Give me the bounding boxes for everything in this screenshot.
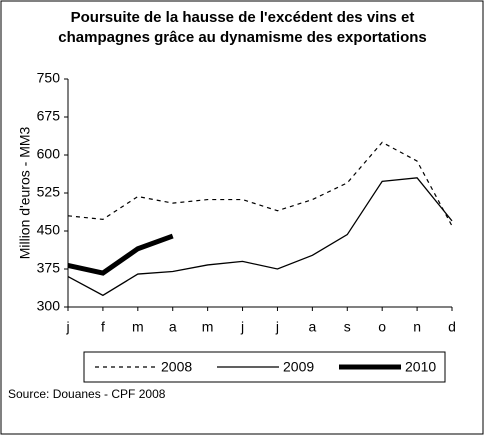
x-tick-label: j xyxy=(275,319,279,335)
x-tick-label: m xyxy=(132,319,144,335)
x-tick-label: d xyxy=(448,319,456,335)
x-tick-label: m xyxy=(202,319,214,335)
y-tick-label: 675 xyxy=(37,108,61,124)
legend-label: 2008 xyxy=(161,359,192,375)
source: Source: Douanes - CPF 2008 xyxy=(8,387,166,401)
chart-title: Poursuite de la hausse de l'excédent des… xyxy=(58,9,427,46)
y-tick-label: 300 xyxy=(37,298,61,314)
y-axis-label: Million d'euros - MM3 xyxy=(17,126,33,259)
legend-box xyxy=(83,351,446,383)
legend-label: 2009 xyxy=(283,359,314,375)
x-tick-label: a xyxy=(308,319,316,335)
x-tick-label: a xyxy=(169,319,177,335)
y-tick-label: 750 xyxy=(37,70,61,86)
y-tick-label: 525 xyxy=(37,184,61,200)
x-tick-label: f xyxy=(101,319,105,335)
x-tick-label: j xyxy=(240,319,244,335)
y-tick-label: 375 xyxy=(37,260,61,276)
x-tick-label: s xyxy=(344,319,351,335)
y-tick-label: 450 xyxy=(37,222,61,238)
legend-label: 2010 xyxy=(405,359,436,375)
x-tick-label: o xyxy=(378,319,386,335)
y-tick-label: 600 xyxy=(37,146,61,162)
x-tick-label: n xyxy=(413,319,421,335)
x-tick-label: j xyxy=(65,319,69,335)
line-series xyxy=(67,233,174,276)
line-series xyxy=(67,141,453,227)
line-series xyxy=(67,177,453,297)
